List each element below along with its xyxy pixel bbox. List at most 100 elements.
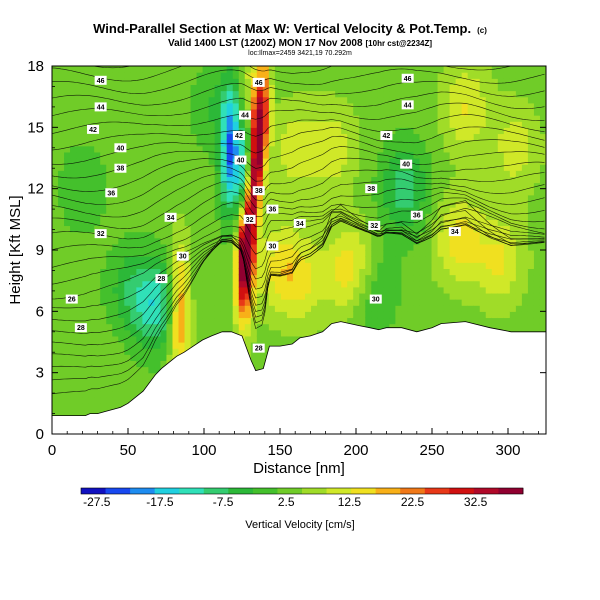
velocity-cell — [82, 268, 89, 276]
velocity-cell — [112, 317, 119, 325]
velocity-cell — [485, 121, 493, 128]
velocity-cell — [112, 384, 119, 392]
velocity-cell — [208, 170, 216, 177]
velocity-cell — [407, 194, 415, 202]
velocity-cell — [64, 200, 71, 208]
velocity-cell — [377, 305, 384, 312]
velocity-cell — [112, 108, 119, 116]
velocity-cell — [190, 133, 198, 141]
velocity-cell — [58, 164, 65, 171]
velocity-cell — [395, 72, 403, 79]
velocity-cell — [172, 170, 180, 177]
velocity-cell — [437, 127, 445, 135]
velocity-cell — [317, 317, 324, 325]
velocity-cell — [371, 90, 378, 98]
velocity-cell — [431, 286, 439, 294]
velocity-cell — [497, 256, 505, 263]
velocity-cell — [431, 207, 439, 214]
velocity-cell — [268, 237, 276, 245]
velocity-cell — [160, 323, 168, 331]
velocity-cell — [244, 102, 252, 110]
velocity-cell — [533, 268, 541, 276]
velocity-cell — [88, 335, 95, 343]
velocity-cell — [196, 219, 204, 227]
velocity-cell — [202, 256, 210, 263]
velocity-cell — [52, 102, 59, 110]
velocity-cell — [449, 243, 457, 251]
velocity-cell — [202, 182, 210, 190]
velocity-cell — [178, 127, 186, 135]
velocity-cell — [383, 311, 390, 319]
velocity-cell — [208, 78, 216, 85]
velocity-cell — [118, 127, 125, 135]
velocity-cell — [100, 354, 107, 361]
velocity-cell — [323, 268, 330, 276]
velocity-cell — [64, 360, 71, 368]
velocity-cell — [347, 292, 354, 300]
velocity-cell — [226, 133, 234, 141]
velocity-cell — [329, 139, 336, 147]
contour-label-bg — [94, 75, 107, 85]
velocity-cell — [425, 176, 433, 184]
velocity-cell — [148, 127, 156, 135]
velocity-cell — [335, 127, 342, 135]
velocity-cell — [539, 231, 546, 239]
velocity-cell — [365, 250, 372, 257]
velocity-cell — [196, 280, 204, 288]
velocity-cell — [425, 323, 433, 331]
velocity-cell — [509, 182, 517, 190]
velocity-cell — [208, 164, 216, 171]
velocity-cell — [359, 292, 366, 300]
velocity-cell — [262, 231, 270, 239]
velocity-cell — [479, 194, 487, 202]
velocity-cell — [112, 66, 119, 73]
velocity-cell — [214, 213, 222, 220]
velocity-cell — [160, 115, 168, 122]
velocity-cell — [238, 299, 246, 306]
velocity-cell — [250, 360, 258, 368]
velocity-cell — [335, 207, 342, 214]
velocity-cell — [58, 299, 65, 306]
velocity-cell — [353, 72, 360, 79]
velocity-cell — [232, 139, 240, 147]
velocity-cell — [431, 139, 439, 147]
velocity-cell — [124, 366, 131, 374]
velocity-cell — [208, 158, 216, 165]
velocity-cell — [58, 391, 65, 398]
velocity-cell — [365, 262, 372, 269]
velocity-cell — [419, 96, 427, 104]
velocity-cell — [166, 72, 174, 79]
velocity-cell — [286, 182, 294, 190]
velocity-cell — [268, 213, 276, 220]
velocity-cell — [353, 237, 360, 245]
velocity-cell — [178, 317, 186, 325]
velocity-cell — [347, 66, 354, 73]
velocity-cell — [100, 188, 107, 196]
velocity-cell — [190, 72, 198, 79]
velocity-cell — [461, 188, 469, 196]
velocity-cell — [280, 133, 288, 141]
velocity-cell — [509, 292, 517, 300]
velocity-cell — [160, 360, 168, 368]
velocity-cell — [341, 225, 348, 233]
velocity-cell — [341, 102, 348, 110]
velocity-cell — [335, 164, 342, 171]
velocity-cell — [286, 213, 294, 220]
velocity-cell — [413, 207, 421, 214]
velocity-cell — [515, 176, 523, 184]
velocity-cell — [419, 231, 427, 239]
velocity-cell — [106, 305, 113, 312]
velocity-cell — [527, 194, 535, 202]
velocity-cell — [521, 133, 529, 141]
velocity-cell — [94, 329, 101, 337]
velocity-cell — [106, 72, 113, 79]
velocity-cell — [154, 84, 162, 92]
velocity-cell — [136, 237, 143, 245]
velocity-cell — [112, 354, 119, 361]
velocity-cell — [329, 250, 336, 257]
velocity-cell — [232, 280, 240, 288]
velocity-cell — [70, 176, 77, 184]
velocity-cell — [124, 317, 131, 325]
velocity-cell — [305, 139, 312, 147]
velocity-cell — [130, 213, 137, 220]
